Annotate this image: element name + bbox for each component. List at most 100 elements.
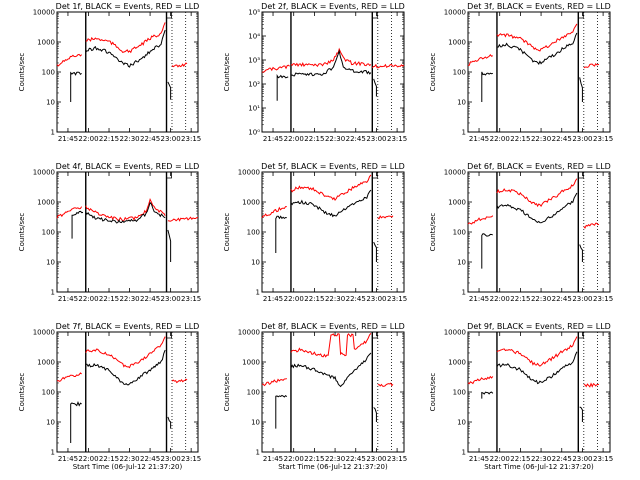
y-tick-label: 1 xyxy=(462,289,466,297)
plot-frame xyxy=(467,331,611,453)
x-tick-label: 23:15 xyxy=(181,135,201,143)
lld-rate-line xyxy=(377,382,394,387)
lld-rate-line xyxy=(261,378,287,387)
panel-title: Det 8f, BLACK = Events, RED = LLD xyxy=(261,322,405,331)
x-tick-label: 22:00 xyxy=(490,135,510,143)
y-tick-label: 100 xyxy=(42,69,55,77)
x-tick-label: 21:45 xyxy=(58,455,78,463)
y-tick-label: 10000 xyxy=(444,329,466,337)
events-rate-line xyxy=(167,81,172,100)
plot-frame xyxy=(56,171,199,293)
x-tick-label: 21:45 xyxy=(263,135,283,143)
events-rate-line xyxy=(85,29,166,68)
y-tick-label: 100 xyxy=(247,389,260,397)
lld-rate-line xyxy=(467,375,494,385)
detector-panel-7: Det 7f, BLACK = Events, RED = LLD 1 10 100 1… xyxy=(18,322,201,471)
events-rate-line xyxy=(579,244,583,262)
events-rate-line xyxy=(275,394,288,429)
detector-panel-6: Det 6f, BLACK = Events, RED = LLD 1 10 100 1… xyxy=(429,162,613,303)
x-tick-label: 23:15 xyxy=(181,295,201,303)
detector-panel-1: Det 1f, BLACK = Events, RED = LLD 1 10 100 1… xyxy=(18,2,201,143)
state-flag-mark xyxy=(166,332,172,339)
x-tick-label: 22:30 xyxy=(119,295,139,303)
state-flag-mark xyxy=(578,12,584,19)
y-tick-label: 10000 xyxy=(444,9,466,17)
x-tick-label: 22:15 xyxy=(510,455,530,463)
y-axis-label: Counts/sec xyxy=(18,53,26,92)
y-tick-label: 100 xyxy=(42,389,55,397)
lld-rate-line xyxy=(56,53,82,67)
x-tick-label: 22:15 xyxy=(99,135,119,143)
lld-rate-line xyxy=(377,215,394,220)
y-axis-label: Counts/sec xyxy=(223,213,231,252)
x-tick-label: 22:45 xyxy=(140,295,160,303)
lld-rate-line xyxy=(85,197,166,222)
x-axis-label: Start Time (06-Jul-12 21:37:20) xyxy=(73,463,183,471)
lld-rate-line xyxy=(167,216,199,222)
x-tick-label: 22:45 xyxy=(346,295,366,303)
panel-title: Det 4f, BLACK = Events, RED = LLD xyxy=(56,162,200,171)
detector-panel-9: Det 9f, BLACK = Events, RED = LLD 1 10 100 1… xyxy=(429,322,613,471)
y-tick-label: 10⁰ xyxy=(248,129,260,137)
events-rate-line xyxy=(481,71,493,102)
y-axis-label: Counts/sec xyxy=(223,373,231,412)
y-tick-label: 1 xyxy=(256,289,260,297)
x-tick-label: 21:45 xyxy=(469,295,489,303)
x-tick-label: 22:45 xyxy=(140,135,160,143)
x-tick-label: 22:00 xyxy=(490,295,510,303)
x-tick-label: 21:45 xyxy=(469,135,489,143)
x-tick-label: 21:45 xyxy=(263,455,283,463)
x-tick-label: 23:00 xyxy=(161,455,181,463)
y-tick-label: 1000 xyxy=(448,39,466,47)
events-rate-line xyxy=(579,406,583,422)
events-rate-line xyxy=(373,78,377,97)
state-flag-mark xyxy=(166,12,172,19)
x-tick-label: 22:45 xyxy=(346,455,366,463)
x-tick-label: 23:15 xyxy=(593,455,613,463)
x-tick-label: 22:00 xyxy=(284,295,304,303)
y-axis-label: Counts/sec xyxy=(223,53,231,92)
events-rate-line xyxy=(290,49,372,77)
state-flag-mark xyxy=(372,172,378,179)
detector-panel-4: Det 4f, BLACK = Events, RED = LLD 1 10 100 1… xyxy=(18,162,201,303)
y-tick-label: 10000 xyxy=(238,329,260,337)
y-axis-label: Counts/sec xyxy=(429,53,437,92)
state-flag-mark xyxy=(578,172,584,179)
y-tick-label: 1 xyxy=(462,129,466,137)
lld-rate-line xyxy=(496,23,578,52)
x-tick-label: 22:15 xyxy=(510,295,530,303)
y-tick-label: 1 xyxy=(51,129,55,137)
x-tick-label: 23:00 xyxy=(572,135,592,143)
events-rate-line xyxy=(496,351,578,385)
y-tick-label: 10000 xyxy=(444,169,466,177)
events-rate-line xyxy=(481,391,494,399)
plot-frame xyxy=(467,171,611,293)
y-tick-label: 10³ xyxy=(248,57,260,65)
y-tick-label: 1 xyxy=(51,289,55,297)
y-tick-label: 100 xyxy=(42,229,55,237)
y-tick-label: 10 xyxy=(457,419,466,427)
x-tick-label: 22:00 xyxy=(490,455,510,463)
x-tick-label: 22:30 xyxy=(531,135,551,143)
x-tick-label: 22:15 xyxy=(99,455,119,463)
x-tick-label: 22:30 xyxy=(119,455,139,463)
x-tick-label: 23:00 xyxy=(572,455,592,463)
panel-title: Det 5f, BLACK = Events, RED = LLD xyxy=(261,162,405,171)
y-tick-label: 10000 xyxy=(33,9,55,17)
x-tick-label: 23:15 xyxy=(593,135,613,143)
x-axis-label: Start Time (06-Jul-12 21:37:20) xyxy=(484,463,594,471)
y-tick-label: 10 xyxy=(251,419,260,427)
y-tick-label: 1000 xyxy=(37,199,55,207)
x-tick-label: 21:45 xyxy=(58,295,78,303)
y-tick-label: 1000 xyxy=(242,199,260,207)
events-rate-line xyxy=(70,401,82,443)
events-rate-line xyxy=(167,416,172,429)
y-tick-label: 100 xyxy=(453,69,466,77)
lld-rate-line xyxy=(467,215,494,225)
y-tick-label: 1000 xyxy=(37,39,55,47)
x-tick-label: 22:45 xyxy=(140,455,160,463)
lld-rate-line xyxy=(261,64,290,73)
state-flag-mark xyxy=(166,172,172,179)
x-tick-label: 22:30 xyxy=(119,135,139,143)
plot-frame xyxy=(467,11,611,133)
